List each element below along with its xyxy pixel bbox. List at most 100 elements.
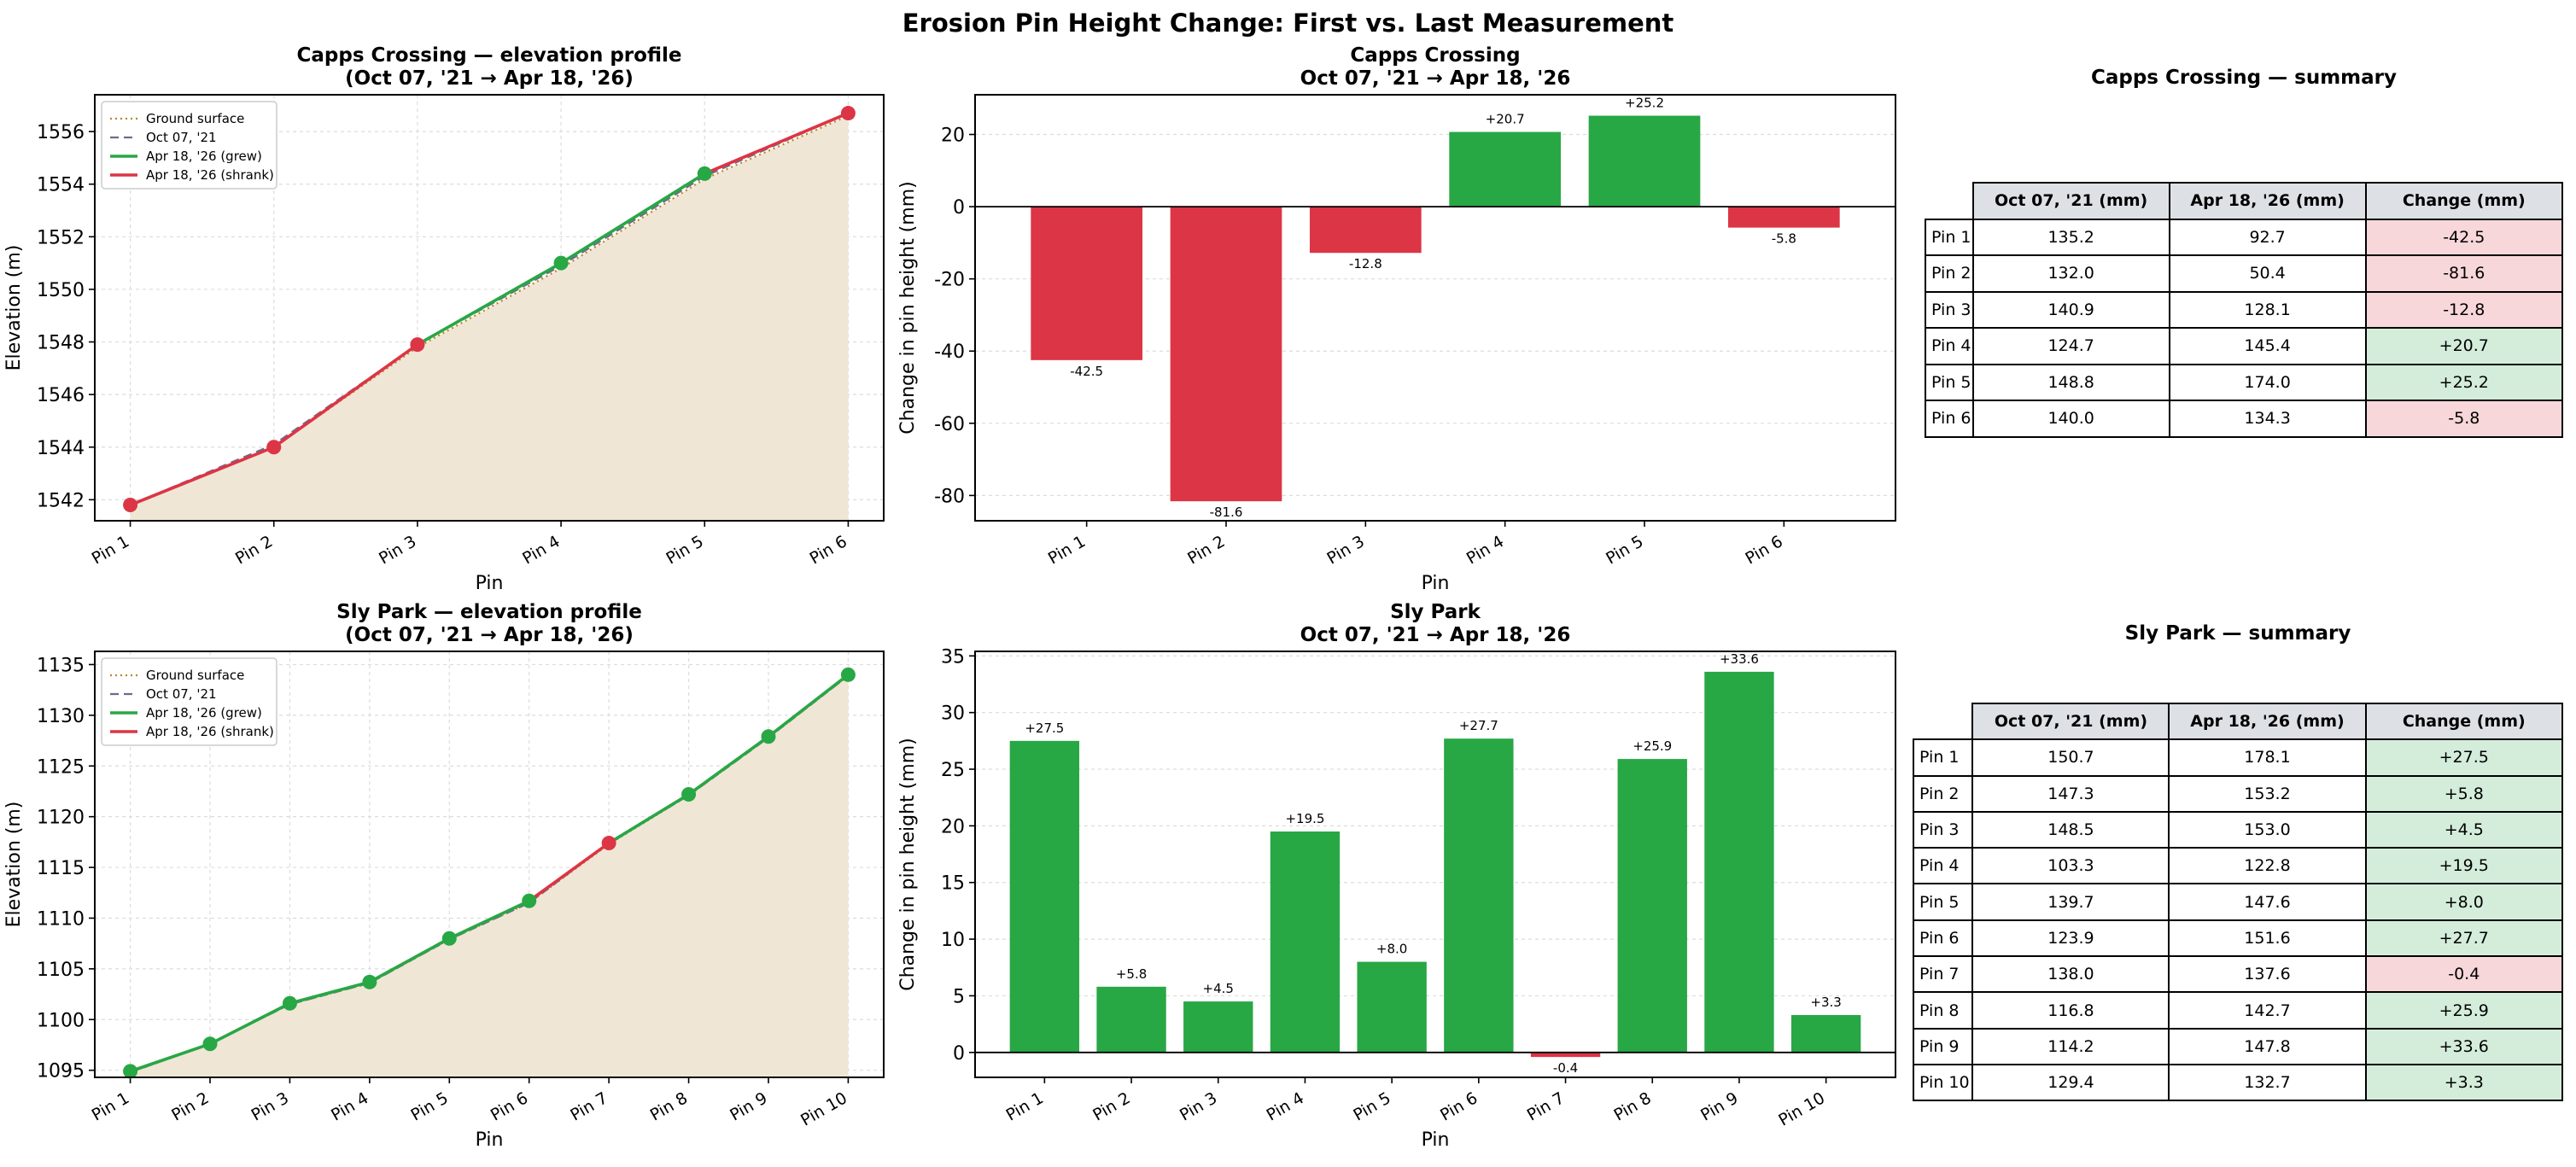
capps-profile-ytick-label: 1554	[37, 175, 85, 196]
sly-change-ytick-label: 30	[941, 703, 965, 725]
capps-summary-corner	[1925, 183, 1973, 219]
sly-change-xtick-label: Pin 6	[1437, 1088, 1481, 1124]
capps-change-ytick-label: 0	[953, 197, 965, 219]
sly-summary-change-cell: +3.3	[2364, 1063, 2564, 1102]
capps-profile-legend-entry: Apr 18, '26 (grew)	[146, 149, 262, 164]
sly-profile-frame	[94, 651, 885, 1078]
capps-summary-first-cell: 132.0	[1971, 254, 2170, 293]
capps-summary-change-cell: +20.7	[2364, 327, 2564, 365]
sly-change-bar-value-label: +5.8	[1116, 966, 1147, 982]
capps-profile-ytick-label: 1550	[37, 280, 85, 301]
capps-change-title-line-1: Capps Crossing	[1350, 44, 1520, 67]
sly-profile-last-point	[601, 836, 616, 851]
capps-profile-title-line-2: (Oct 07, '21 → Apr 18, '26)	[345, 67, 634, 90]
sly-profile-xtick-label: Pin 6	[488, 1088, 531, 1124]
capps-change-xtick-label: Pin 5	[1603, 532, 1646, 568]
sly-change-bar-value-label: +25.9	[1633, 738, 1672, 754]
capps-summary-row: Pin 6 140.0 134.3 -5.8	[1925, 400, 2564, 438]
capps-summary-last-cell: 134.3	[2168, 400, 2367, 438]
sly-profile-ytick-label: 1100	[37, 1010, 85, 1031]
sly-change-bar-value-label: +27.5	[1025, 721, 1064, 736]
sly-summary-change-cell: +5.8	[2364, 774, 2564, 813]
capps-summary-last-cell: 145.4	[2168, 327, 2367, 365]
sly-change-bar-value-label: +4.5	[1203, 981, 1234, 996]
capps-summary-change-cell: +25.2	[2364, 363, 2564, 401]
sly-profile-last-point	[522, 893, 537, 908]
sly-summary-last-cell: 178.1	[2168, 738, 2367, 777]
sly-change-bar	[1530, 1052, 1601, 1058]
sly-profile-xtick-label: Pin 7	[567, 1088, 610, 1124]
sly-change-xtick-label: Pin 10	[1775, 1088, 1828, 1129]
sly-change-bar	[1790, 1015, 1861, 1053]
sly-profile-last-point	[681, 787, 697, 802]
sly-change-bar	[1270, 831, 1341, 1053]
sly-change-xtick-label: Pin 8	[1610, 1088, 1654, 1124]
sly-summary-first-cell: 114.2	[1971, 1027, 2170, 1065]
capps-summary-row: Pin 5 148.8 174.0 +25.2	[1925, 363, 2564, 401]
capps-profile-last-point	[266, 440, 282, 455]
sly-profile-xtick-label: Pin 2	[168, 1088, 212, 1124]
sly-profile-last-segment	[129, 1042, 211, 1073]
sly-summary-last-cell: 147.8	[2168, 1027, 2367, 1065]
capps-summary-column-header: Change (mm)	[2364, 182, 2564, 220]
sly-profile-xtick-label: Pin 4	[328, 1088, 371, 1124]
sly-change-xtick-label: Pin 4	[1264, 1088, 1307, 1124]
capps-change-xlabel: Pin	[1422, 573, 1450, 594]
sly-change-frame	[974, 651, 1896, 1078]
sly-summary-first-cell: 139.7	[1971, 883, 2170, 921]
capps-summary-grid: Oct 07, '21 (mm) Apr 18, '26 (mm) Change (…	[1925, 182, 2564, 438]
sly-profile-last-point	[441, 931, 457, 946]
sly-change-bar-value-label: +33.6	[1720, 651, 1759, 667]
capps-profile-frame	[94, 94, 885, 522]
capps-profile-xtick-label: Pin 6	[807, 532, 850, 568]
sly-change-ytick-label: 5	[953, 986, 965, 1007]
capps-profile-last-point	[553, 255, 569, 271]
sly-summary-row: Pin 6 123.9 151.6 +27.7	[1912, 919, 2564, 958]
sly-change-ytick-label: 25	[941, 760, 965, 781]
sly-profile-chart: Sly Park — elevation profile(Oct 07, '21…	[3, 601, 885, 1151]
sly-summary-last-cell: 142.7	[2168, 991, 2367, 1030]
sly-change-bar-value-label: +19.5	[1285, 811, 1324, 826]
capps-change-bar-value-label: -12.8	[1349, 256, 1382, 271]
capps-change-xtick-label: Pin 6	[1743, 532, 1786, 568]
sly-change-bar	[1444, 738, 1514, 1053]
sly-profile-last-point	[123, 1064, 138, 1079]
capps-summary-title: Capps Crossing — summary	[2090, 67, 2398, 89]
sly-profile-last-segment	[368, 937, 451, 983]
sly-summary-last-cell: 122.8	[2168, 847, 2367, 885]
sly-summary-last-cell: 153.2	[2168, 774, 2367, 813]
capps-change-title-line-2: Oct 07, '21 → Apr 18, '26	[1300, 67, 1571, 90]
sly-summary-title: Sly Park — summary	[2124, 622, 2351, 645]
capps-profile-xlabel: Pin	[476, 573, 504, 594]
sly-summary-first-cell: 147.3	[1971, 774, 2170, 813]
capps-change-bar-value-label: -5.8	[1772, 231, 1796, 247]
sly-change-bar	[1183, 1001, 1253, 1053]
capps-profile-ytick-label: 1544	[37, 438, 85, 459]
sly-change-ytick-label: 35	[941, 646, 965, 668]
sly-profile-last-point	[840, 667, 856, 682]
capps-summary-row-label: Pin 2	[1925, 254, 1974, 293]
sly-profile-legend-entry: Apr 18, '26 (grew)	[146, 705, 262, 721]
sly-summary-last-cell: 132.7	[2168, 1063, 2367, 1102]
sly-summary-row-label: Pin 4	[1912, 847, 1974, 885]
sly-profile-legend: Ground surface Oct 07, '21 Apr 18, '26 (gr…	[101, 657, 277, 746]
sly-change-ytick-label: 0	[953, 1043, 965, 1065]
sly-change-title-line-1: Sly Park	[1390, 601, 1481, 623]
sly-change-ytick-label: 20	[941, 816, 965, 837]
sly-change-bar	[1617, 759, 1687, 1053]
sly-profile-xtick-label: Pin 3	[248, 1088, 292, 1124]
sly-change-xlabel: Pin	[1422, 1129, 1450, 1151]
capps-change-ytick-label: -20	[934, 270, 965, 291]
sly-summary-row-label: Pin 5	[1912, 883, 1974, 921]
capps-summary-first-cell: 140.9	[1971, 290, 2170, 329]
capps-change-xtick-label: Pin 2	[1184, 532, 1228, 568]
sly-summary-row: Pin 5 139.7 147.6 +8.0	[1912, 883, 2564, 921]
sly-profile-ytick-label: 1110	[37, 908, 85, 930]
sly-profile-xtick-label: Pin 1	[89, 1088, 132, 1124]
capps-profile-xtick-label: Pin 3	[376, 532, 419, 568]
capps-change-bar	[1031, 207, 1142, 360]
capps-change-xtick-label: Pin 1	[1045, 532, 1089, 568]
sly-profile-ytick-label: 1135	[37, 655, 85, 676]
